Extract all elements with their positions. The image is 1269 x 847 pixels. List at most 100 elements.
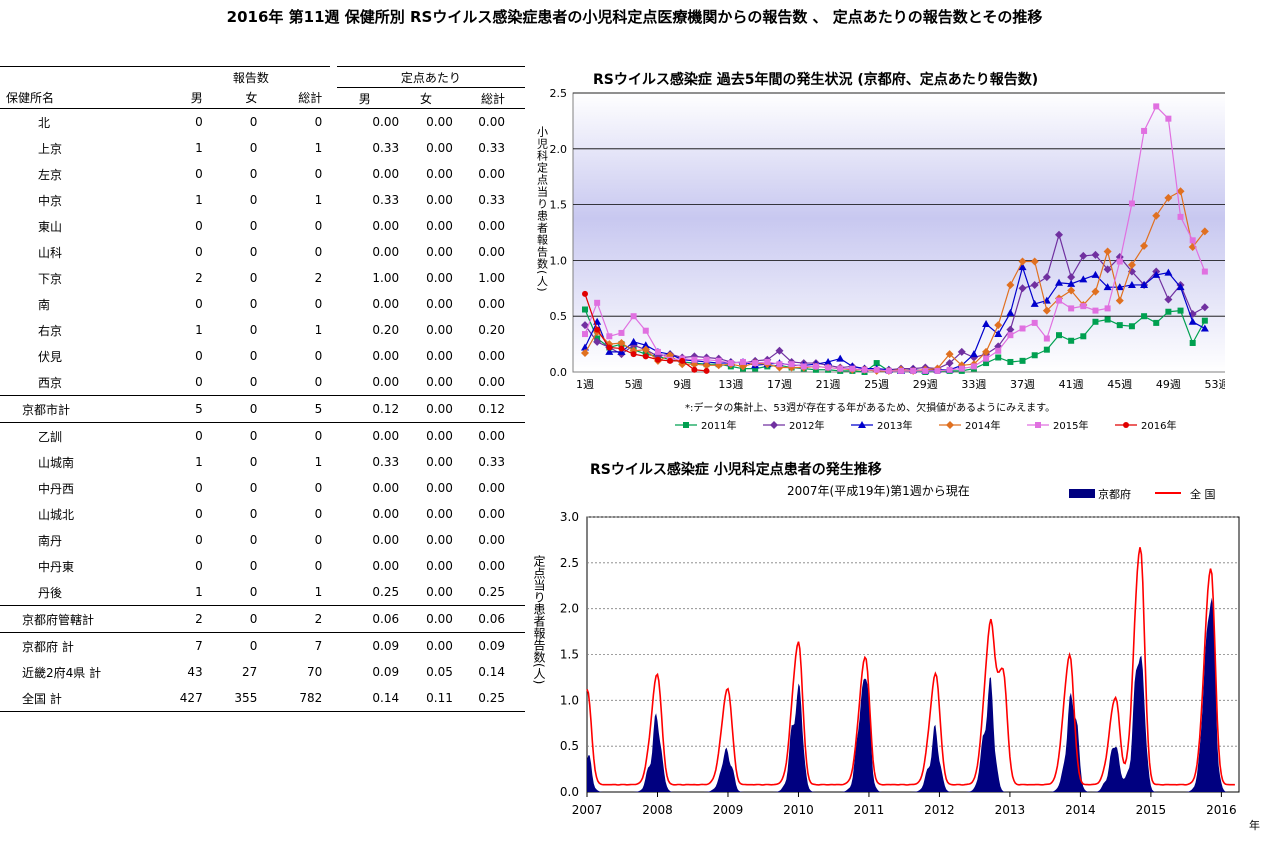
x-tick-label: 29週 [913,378,938,391]
data-point [1019,325,1026,332]
column-gap [330,422,337,449]
table-cell: 0.00 [478,297,505,311]
legend-label: 2013年 [877,419,912,432]
data-point [770,421,778,429]
table-cell: 1.00 [372,271,400,285]
data-point [1007,332,1014,339]
y-tick-label: 1.0 [560,693,579,707]
table-cell: 0 [195,297,203,311]
table-cell: 0.00 [372,375,400,389]
x-tick-label: 2011 [854,803,885,817]
legend-entry: 2013年 [851,419,912,432]
data-point [1030,280,1039,289]
data-point [630,351,637,358]
table-cell: 0.00 [372,115,400,129]
data-point [800,363,807,370]
table-cell: 0.00 [372,349,400,363]
data-point [1127,260,1136,269]
data-point [1018,263,1027,271]
y-tick-label: 0.0 [560,785,579,799]
table-cell: 7 [259,632,331,659]
table-cell: 0 [202,422,260,449]
table-cell: 1 [195,193,203,207]
table-row: 全国 計 427 355 782 0.14 0.11 0.25 [0,685,525,712]
table-cell: 0.00 [426,507,453,521]
data-point [715,357,722,364]
table-row: 上京 1 0 1 0.33 0.00 0.33 [0,135,525,161]
table-cell: 0.00 [426,585,453,599]
table-cell: 0.00 [372,219,400,233]
data-point [582,331,588,338]
data-point [703,356,710,363]
y-tick-label: 0.5 [550,310,568,323]
data-point [945,359,954,368]
table-cell: 0.00 [478,115,505,129]
data-point [1164,268,1173,276]
table-cell: 0 [249,375,258,389]
data-point [836,354,845,362]
legend-label: 2015年 [1053,419,1088,432]
x-tick-label: 2007 [572,803,603,817]
data-point [1123,422,1129,428]
data-point [641,345,650,354]
health-center-name: 左京 [38,167,63,182]
table-cell: 0.00 [372,559,400,573]
data-point [1055,230,1063,239]
table-cell: 0.25 [478,585,505,599]
data-point [691,356,698,363]
table-cell: 0.00 [452,422,525,449]
table-cell: 0.06 [452,605,525,633]
table-cell: 0.00 [426,245,453,259]
data-point [606,333,613,340]
table-row: 下京 2 0 2 1.00 0.00 1.00 [0,265,525,291]
data-point [1128,200,1135,207]
table-cell: 0 [249,167,258,181]
y-tick-label: 0.0 [550,366,568,379]
table-cell: 0 [249,271,258,285]
health-center-name: 山城北 [38,507,75,522]
table-cell: 0 [249,349,258,363]
x-tick-label: 9週 [673,378,691,391]
table-cell: 0 [195,167,203,181]
column-gap [330,632,337,659]
data-point [667,357,674,364]
table-cell: 0 [249,141,258,155]
table-cell: 0.00 [478,559,505,573]
data-point [1043,346,1050,353]
data-point [1115,296,1124,305]
health-center-name: 京都府 計 [0,632,172,659]
health-center-name: 東山 [38,219,63,234]
table-cell: 0.06 [336,605,400,633]
data-point [654,356,661,363]
table-cell: 0.33 [372,455,400,469]
group-header-per-sentinel: 定点あたり [336,66,525,88]
data-point [1153,103,1160,110]
data-point [1140,241,1149,250]
data-point [983,355,990,362]
data-point [581,349,589,358]
data-point [1043,335,1050,342]
data-point [995,347,1002,354]
table-row: 東山 0 0 0 0.00 0.00 0.00 [0,213,525,239]
health-center-name: 山城南 [38,455,75,470]
data-point [1042,273,1051,282]
legend-swatch [1069,489,1095,498]
data-point [1127,280,1136,288]
weekly-trend-chart: RSウイルス感染症 過去5年間の発生状況 (京都府、定点あたり報告数) 0.0 0.… [536,71,1225,432]
data-point [982,347,991,356]
data-point [824,357,833,365]
data-point [1006,280,1015,289]
data-point [1030,299,1039,307]
legend-label: 2011年 [701,419,736,432]
data-point [776,361,783,368]
table-cell: 1 [195,141,203,155]
data-point [1177,213,1184,220]
table-cell: 1 [195,585,203,599]
table-cell: 0.00 [426,375,453,389]
health-center-name: 中丹東 [38,559,75,574]
data-point [1116,322,1123,329]
table-cell: 43 [187,665,203,679]
table-row: 中京 1 0 1 0.33 0.00 0.33 [0,187,525,213]
data-point [849,365,856,372]
group-header-reports: 報告数 [171,66,331,88]
